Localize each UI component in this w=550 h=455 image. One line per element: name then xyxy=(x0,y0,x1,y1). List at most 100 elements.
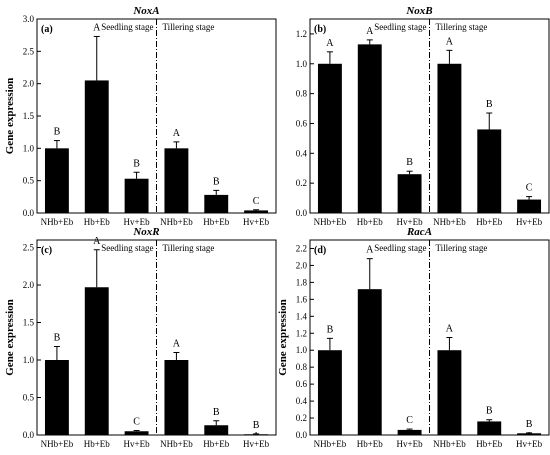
significance-letter: C xyxy=(133,417,140,428)
y-tick-label: 1.6 xyxy=(296,294,308,304)
x-tick-label: Hv+Eb xyxy=(243,217,270,227)
bar xyxy=(397,174,422,213)
bar xyxy=(44,148,69,213)
chart-panel-4: 0.0 0.2 0.4 0.6 0.8 1.0 1.2 1.4 1.6 1.8 2.0 2.2 Gene… xyxy=(277,226,550,449)
y-tick-label: 0.6 xyxy=(296,118,308,128)
stage-label-tillering: Tillering stage xyxy=(163,243,215,253)
x-tick-label: Hb+Eb xyxy=(476,439,503,449)
y-tick-label: 0.5 xyxy=(23,393,35,403)
y-tick-label: 0.4 xyxy=(296,148,308,158)
significance-letter: B xyxy=(486,99,493,110)
stage-label-tillering: Tillering stage xyxy=(436,243,488,253)
plot-frame xyxy=(309,18,550,214)
chart-title: NoxA xyxy=(132,5,159,17)
y-tick-label: 0.0 xyxy=(23,430,35,440)
significance-letter: B xyxy=(54,127,61,138)
x-tick-label: Hv+Eb xyxy=(516,439,543,449)
stage-label-seedling: Seedling stage xyxy=(101,22,153,32)
panel-label: (a) xyxy=(41,24,53,35)
y-tick-label: 0.2 xyxy=(296,178,307,188)
y-tick-label: 1.2 xyxy=(296,328,307,338)
y-tick-label: 1.8 xyxy=(296,277,308,287)
significance-letter: A xyxy=(366,245,374,256)
x-tick-label: Hv+Eb xyxy=(124,439,151,449)
y-tick-label: 3.0 xyxy=(23,14,35,24)
stage-label-seedling: Seedling stage xyxy=(374,22,426,32)
y-tick-label: 2.5 xyxy=(23,46,35,56)
x-tick-label: Hv+Eb xyxy=(397,439,424,449)
significance-letter: C xyxy=(253,196,260,207)
x-tick-label: Hv+Eb xyxy=(243,439,270,449)
x-tick-label: Hb+Eb xyxy=(84,439,111,449)
chart-panel-1: 0.0 0.5 1.0 1.5 2.0 2.5 3.0 Gene expression B NHb… xyxy=(4,5,277,227)
x-tick-label: Hb+Eb xyxy=(203,439,230,449)
x-tick-label: Hv+Eb xyxy=(516,217,543,227)
panel-label: (b) xyxy=(314,24,326,35)
x-tick-label: Hv+Eb xyxy=(124,217,151,227)
y-tick-label: 1.5 xyxy=(23,111,35,121)
significance-letter: B xyxy=(253,420,260,431)
x-tick-label: NHb+Eb xyxy=(433,217,466,227)
x-tick-label: Hb+Eb xyxy=(203,217,230,227)
x-tick-label: Hb+Eb xyxy=(84,217,111,227)
y-axis-title: Gene expression xyxy=(4,78,16,155)
significance-letter: B xyxy=(213,176,220,187)
chart-panel-2: 0.0 0.2 0.4 0.6 0.8 1.0 1.2 A NHb+Eb A Hb+Eb B Hv+Eb… xyxy=(296,5,550,227)
bar xyxy=(357,44,382,213)
y-tick-label: 2.0 xyxy=(296,260,308,270)
bar xyxy=(357,289,382,435)
x-tick-label: NHb+Eb xyxy=(160,217,193,227)
chart-title: NoxB xyxy=(405,5,432,17)
y-tick-label: 2.0 xyxy=(23,280,35,290)
x-tick-label: NHb+Eb xyxy=(41,217,74,227)
significance-letter: B xyxy=(213,407,220,418)
x-tick-label: NHb+Eb xyxy=(314,439,347,449)
significance-letter: A xyxy=(93,22,101,33)
bar xyxy=(124,178,149,213)
y-tick-label: 0.4 xyxy=(296,396,308,406)
chart-title: NoxR xyxy=(132,226,159,238)
y-tick-label: 1.0 xyxy=(296,59,308,69)
significance-letter: A xyxy=(173,339,181,350)
significance-letter: B xyxy=(406,157,413,168)
stage-label-tillering: Tillering stage xyxy=(436,22,488,32)
bar xyxy=(44,360,69,435)
x-tick-label: NHb+Eb xyxy=(160,439,193,449)
x-tick-label: Hb+Eb xyxy=(357,217,384,227)
panel-label: (c) xyxy=(41,245,52,256)
y-tick-label: 2.0 xyxy=(23,79,35,89)
bar xyxy=(477,129,502,213)
significance-letter: C xyxy=(526,183,533,194)
chart-title: RacA xyxy=(406,226,432,238)
bar xyxy=(164,360,189,435)
stage-label-tillering: Tillering stage xyxy=(163,22,215,32)
x-tick-label: Hb+Eb xyxy=(476,217,503,227)
y-tick-label: 0.0 xyxy=(23,208,35,218)
y-tick-label: 0.2 xyxy=(296,413,307,423)
y-tick-label: 0.8 xyxy=(296,362,308,372)
y-tick-label: 0.6 xyxy=(296,379,308,389)
significance-letter: B xyxy=(486,406,493,417)
significance-letter: A xyxy=(173,128,181,139)
x-tick-label: Hv+Eb xyxy=(397,217,424,227)
y-axis-title: Gene expression xyxy=(277,299,289,376)
bar xyxy=(437,350,462,435)
y-tick-label: 1.5 xyxy=(23,318,35,328)
significance-letter: A xyxy=(93,236,101,247)
bar xyxy=(84,80,109,213)
y-tick-label: 1.4 xyxy=(296,311,308,321)
stage-label-seedling: Seedling stage xyxy=(374,243,426,253)
y-tick-label: 1.0 xyxy=(23,143,35,153)
y-tick-label: 1.0 xyxy=(23,355,35,365)
significance-letter: C xyxy=(406,415,413,426)
y-tick-label: 0.0 xyxy=(296,430,308,440)
significance-letter: A xyxy=(446,36,454,47)
panel-label: (d) xyxy=(314,245,326,256)
significance-letter: B xyxy=(133,158,140,169)
x-tick-label: NHb+Eb xyxy=(433,439,466,449)
y-tick-label: 0.0 xyxy=(296,208,308,218)
y-tick-label: 2.2 xyxy=(296,243,307,253)
bar xyxy=(477,421,502,435)
bar xyxy=(84,287,109,435)
